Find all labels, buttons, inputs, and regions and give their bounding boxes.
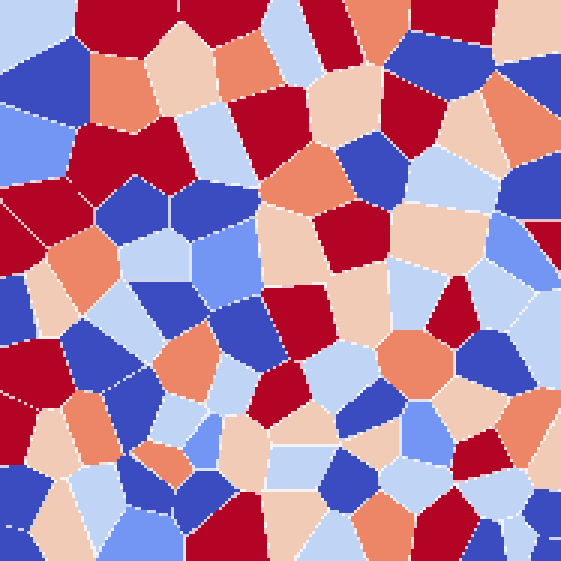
image-canvas xyxy=(0,0,561,561)
grain-structure-map xyxy=(0,0,561,561)
